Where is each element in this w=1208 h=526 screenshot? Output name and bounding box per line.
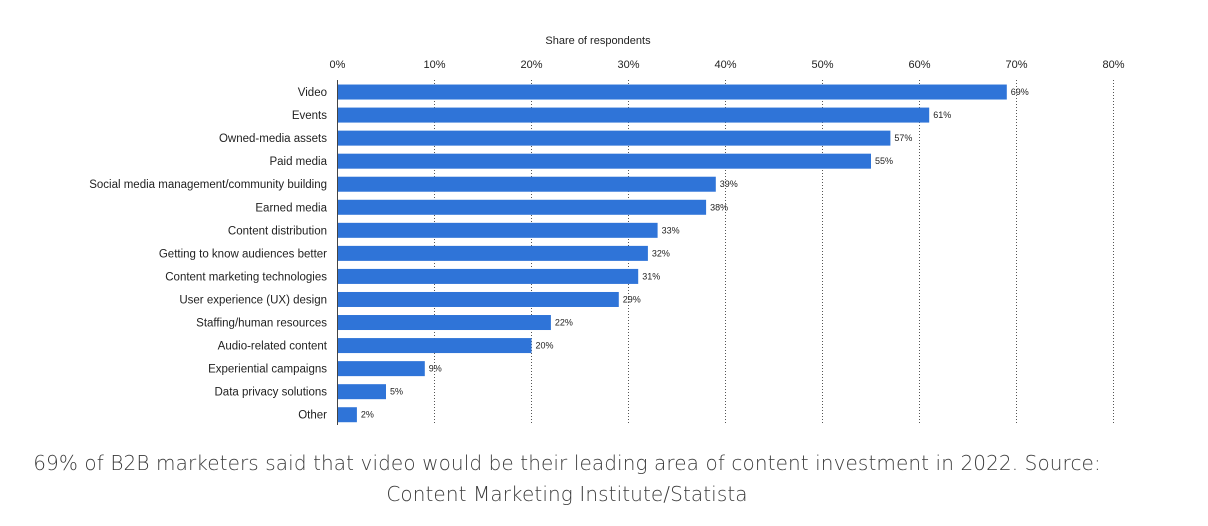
category-label: Social media management/community buildi… xyxy=(89,179,327,191)
category-label: Owned-media assets xyxy=(219,133,327,145)
value-label: 5% xyxy=(390,387,403,397)
category-label: Content marketing technologies xyxy=(165,271,327,283)
x-tick-label: 0% xyxy=(330,59,346,71)
bar xyxy=(337,338,532,354)
x-axis-ticks: 0% 10% 20% 30% 40% 50% 60% 70% 80% xyxy=(330,59,1125,71)
x-tick-label: 30% xyxy=(617,59,639,71)
bars xyxy=(337,84,1007,423)
category-label: User experience (UX) design xyxy=(179,294,327,306)
value-label: 32% xyxy=(652,248,670,258)
value-labels: 69% 61% 57% 55% 39% 38% 33% 32% 31% 29% 22% 20% 9% 5%… xyxy=(361,87,1029,420)
x-tick-label: 20% xyxy=(520,59,542,71)
value-label: 2% xyxy=(361,410,374,420)
bar xyxy=(337,245,648,261)
value-label: 61% xyxy=(933,110,951,120)
value-label: 69% xyxy=(1011,87,1029,97)
bar xyxy=(337,384,386,400)
bar xyxy=(337,291,619,307)
value-label: 57% xyxy=(894,133,912,143)
bar xyxy=(337,222,658,238)
value-label: 38% xyxy=(710,202,728,212)
category-label: Staffing/human resources xyxy=(196,318,327,330)
category-labels: Video Events Owned-media assets Paid media S… xyxy=(89,87,328,422)
category-label: Earned media xyxy=(255,202,327,214)
bar xyxy=(337,407,357,423)
x-tick-label: 80% xyxy=(1102,59,1124,71)
value-label: 9% xyxy=(429,364,442,374)
figure-caption: 69% of B2B marketers said that video wou… xyxy=(33,451,1101,506)
x-tick-label: 40% xyxy=(714,59,736,71)
value-label: 33% xyxy=(662,225,680,235)
category-label: Getting to know audiences better xyxy=(159,248,327,260)
bar xyxy=(337,153,871,169)
bar xyxy=(337,84,1007,100)
bar xyxy=(337,361,425,377)
category-label: Data privacy solutions xyxy=(215,387,328,399)
value-label: 31% xyxy=(642,271,660,281)
category-label: Other xyxy=(298,410,327,422)
bar xyxy=(337,315,551,331)
category-label: Paid media xyxy=(269,156,327,168)
category-label: Content distribution xyxy=(228,225,327,237)
value-label: 55% xyxy=(875,156,893,166)
value-label: 20% xyxy=(536,341,554,351)
bar xyxy=(337,176,716,192)
x-axis-title: Share of respondents xyxy=(545,35,651,47)
category-label: Events xyxy=(292,110,327,122)
category-label: Audio-related content xyxy=(218,341,328,353)
bar xyxy=(337,268,639,284)
bar xyxy=(337,199,707,215)
category-label: Video xyxy=(298,87,327,99)
bar xyxy=(337,107,930,123)
bar xyxy=(337,130,891,146)
bar-chart: Share of respondents 0% 10% 20% 30% 40% 50% 60… xyxy=(89,35,1125,425)
value-label: 22% xyxy=(555,318,573,328)
category-label: Experiential campaigns xyxy=(208,364,327,376)
value-label: 39% xyxy=(720,179,738,189)
x-tick-label: 10% xyxy=(423,59,445,71)
x-tick-label: 50% xyxy=(811,59,833,71)
x-tick-label: 70% xyxy=(1005,59,1027,71)
value-label: 29% xyxy=(623,294,641,304)
x-tick-label: 60% xyxy=(908,59,930,71)
